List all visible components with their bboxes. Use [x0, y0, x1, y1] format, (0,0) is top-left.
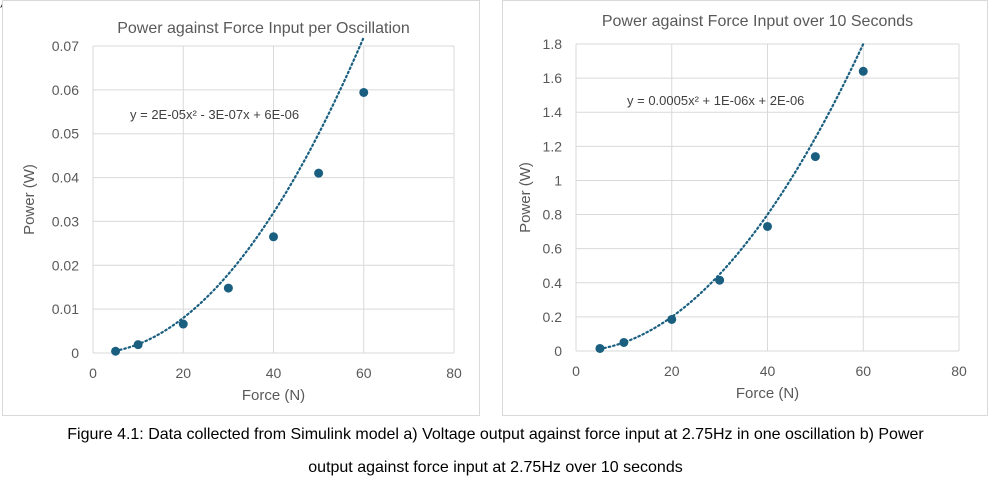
chart-b: Power against Force Input over 10 Second…: [517, 13, 967, 402]
chart-a-y-tick-label: 0.04: [52, 170, 79, 186]
chart-b-y-tick-label: 1.8: [543, 36, 563, 52]
chart-b-title: Power against Force Input over 10 Second…: [602, 13, 913, 30]
chart-a-data-point: [223, 283, 233, 293]
chart-a-x-tick-label: 20: [175, 365, 191, 381]
chart-b-data-point: [810, 152, 820, 162]
chart-b-x-tick-label: 40: [760, 363, 776, 379]
chart-a-data-point: [359, 87, 369, 97]
chart-b-y-tick-label: 1.4: [543, 104, 563, 120]
chart-b-x-tick-label: 0: [572, 363, 580, 379]
chart-a-y-tick-label: 0.07: [52, 38, 79, 54]
chart-b-data-point: [763, 221, 772, 231]
chart-b-trendline: [598, 42, 865, 350]
chart-b-data-point: [667, 314, 677, 324]
chart-a-frame: Power against Force Input per Oscillatio…: [2, 0, 480, 416]
chart-a-data-point: [178, 319, 188, 329]
chart-a-trendline: [114, 36, 365, 352]
chart-b-data-point: [595, 343, 605, 353]
chart-a-y-tick-label: 0.03: [52, 213, 79, 229]
chart-b-x-tick-label: 60: [855, 363, 871, 379]
chart-a-x-tick-label: 40: [266, 365, 282, 381]
chart-b-trendline-equation: y = 0.0005x² + 1E-06x + 2E-06: [627, 93, 804, 108]
chart-b-y-tick-label: 0.4: [543, 275, 563, 291]
chart-b-y-tick-label: 1.6: [543, 70, 563, 86]
chart-a: Power against Force Input per Oscillatio…: [21, 20, 462, 404]
chart-a-title: Power against Force Input per Oscillatio…: [117, 20, 410, 37]
chart-b-y-tick-label: 1.2: [543, 138, 563, 154]
chart-b-x-axis-title: Force (N): [736, 385, 799, 402]
figure-caption-line-2: output against force input at 2.75Hz ove…: [308, 459, 683, 476]
chart-a-x-tick-label: 0: [89, 365, 97, 381]
chart-b-data-point: [715, 275, 725, 285]
chart-b-data-point: [858, 66, 868, 76]
chart-a-y-tick-label: 0.06: [52, 82, 79, 98]
chart-a-y-tick-label: 0.01: [52, 301, 79, 317]
chart-a-data-point: [133, 340, 143, 350]
chart-a-data-point: [269, 232, 278, 242]
chart-a-y-tick-label: 0: [71, 345, 79, 361]
figure-caption-line-1: Figure 4.1: Data collected from Simulink…: [67, 426, 924, 443]
chart-b-y-tick-label: 0: [554, 343, 562, 359]
chart-a-x-tick-label: 80: [446, 365, 462, 381]
chart-b-y-tick-label: 1: [554, 172, 562, 188]
chart-b-x-tick-label: 80: [951, 363, 967, 379]
chart-b-y-tick-label: 0.8: [543, 207, 563, 223]
chart-b-data-point: [619, 337, 629, 347]
chart-a-x-axis-title: Force (N): [242, 387, 305, 404]
chart-b-y-tick-label: 0.2: [543, 309, 563, 325]
chart-b-y-axis-title: Power (W): [517, 162, 534, 233]
chart-b-frame: Power against Force Input over 10 Second…: [502, 0, 988, 416]
chart-b-x-tick-label: 20: [664, 363, 680, 379]
chart-b-y-tick-label: 0.6: [543, 241, 563, 257]
chart-a-trendline-equation: y = 2E-05x² - 3E-07x + 6E-06: [130, 107, 299, 122]
chart-a-x-tick-label: 60: [356, 365, 372, 381]
chart-a-data-point: [111, 346, 121, 356]
chart-a-data-point: [314, 168, 324, 178]
chart-a-y-axis-title: Power (W): [21, 164, 38, 235]
chart-a-y-tick-label: 0.02: [52, 257, 79, 273]
chart-a-y-tick-label: 0.05: [52, 126, 79, 142]
